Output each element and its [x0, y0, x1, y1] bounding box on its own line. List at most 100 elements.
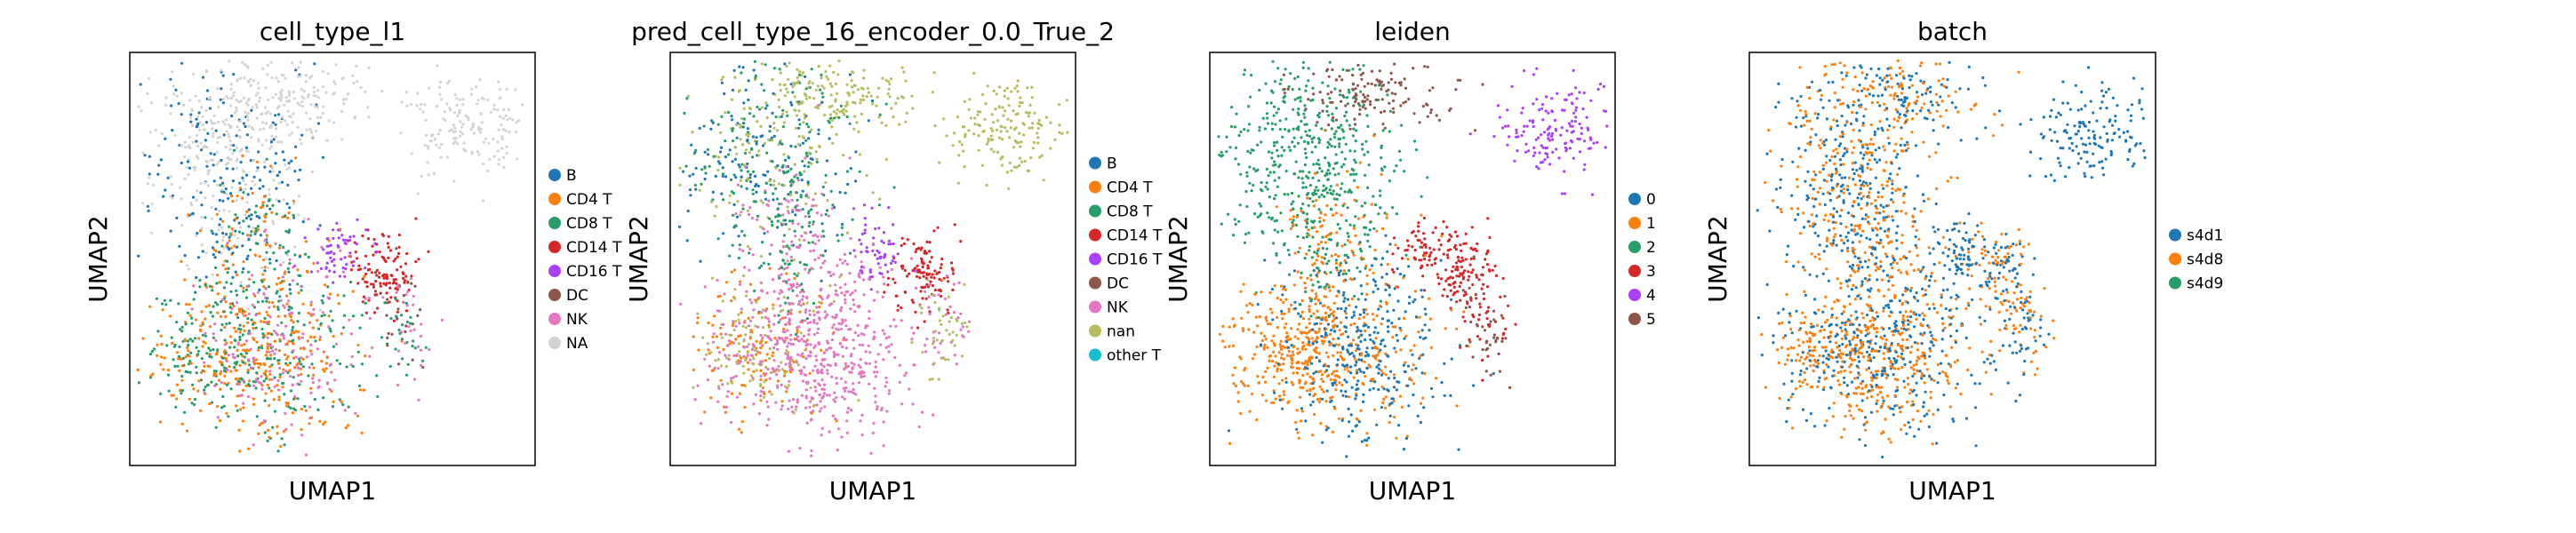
- point: [320, 245, 324, 249]
- point: [876, 353, 880, 356]
- point: [768, 390, 772, 394]
- point: [416, 314, 420, 317]
- point: [1437, 238, 1441, 242]
- point: [1581, 107, 1585, 111]
- point: [294, 145, 298, 148]
- point: [937, 331, 940, 335]
- point: [192, 165, 196, 170]
- point: [368, 316, 372, 320]
- legend-label-cd16-t: CD16 T: [566, 263, 622, 281]
- point: [737, 335, 740, 338]
- point: [1038, 123, 1042, 126]
- point: [1301, 66, 1305, 69]
- point: [1337, 138, 1340, 141]
- point: [1328, 171, 1332, 175]
- point: [774, 215, 778, 219]
- point: [222, 235, 226, 238]
- point: [364, 354, 367, 358]
- point: [196, 349, 200, 353]
- point: [282, 337, 286, 340]
- point: [156, 330, 160, 333]
- point: [933, 269, 937, 273]
- point: [332, 270, 336, 274]
- point: [227, 354, 230, 357]
- point: [820, 368, 824, 372]
- point: [1018, 163, 1021, 167]
- point: [807, 161, 811, 164]
- point: [195, 117, 198, 121]
- point: [738, 322, 741, 325]
- point: [698, 126, 701, 130]
- point: [220, 244, 224, 248]
- point: [1283, 148, 1286, 152]
- point: [230, 114, 234, 118]
- point: [786, 91, 789, 94]
- point: [247, 112, 251, 115]
- point: [952, 282, 956, 286]
- point: [1414, 148, 1418, 152]
- point: [935, 272, 939, 275]
- point: [1374, 98, 1378, 102]
- point: [831, 414, 836, 418]
- point: [1571, 102, 1574, 106]
- point: [232, 73, 236, 76]
- point: [1031, 147, 1035, 150]
- point: [300, 362, 303, 366]
- point: [312, 85, 316, 90]
- point: [428, 139, 432, 143]
- point: [226, 368, 229, 372]
- point: [1474, 293, 1477, 297]
- point: [299, 346, 302, 350]
- point: [364, 254, 368, 258]
- point: [992, 121, 996, 124]
- point: [755, 346, 758, 350]
- point: [1330, 144, 1333, 147]
- point: [1578, 150, 1582, 154]
- point: [349, 281, 353, 284]
- point: [812, 301, 816, 306]
- point: [748, 358, 752, 362]
- point: [216, 136, 220, 139]
- point: [255, 160, 260, 163]
- point: [332, 334, 335, 338]
- point: [1058, 123, 1061, 127]
- point: [1378, 69, 1381, 73]
- point: [1348, 123, 1351, 127]
- point: [808, 268, 812, 272]
- point: [748, 379, 752, 383]
- point: [263, 229, 267, 234]
- point: [361, 234, 364, 238]
- point: [322, 350, 326, 354]
- point: [412, 294, 415, 298]
- point: [266, 332, 269, 336]
- point: [150, 203, 154, 206]
- point: [788, 227, 791, 231]
- point: [1256, 143, 1260, 147]
- point: [410, 277, 413, 281]
- point: [1049, 121, 1052, 124]
- point: [731, 160, 734, 163]
- point: [148, 353, 152, 356]
- point: [189, 362, 193, 365]
- point: [776, 207, 780, 211]
- point: [804, 356, 808, 361]
- point: [802, 136, 806, 139]
- point: [1265, 101, 1268, 105]
- point: [1237, 133, 1241, 138]
- point: [1298, 170, 1302, 173]
- point: [1513, 159, 1516, 163]
- point: [1309, 99, 1313, 102]
- point: [280, 88, 284, 92]
- point: [1463, 290, 1467, 294]
- point: [1378, 82, 1382, 85]
- point: [857, 381, 861, 385]
- point: [741, 203, 745, 207]
- point: [1351, 74, 1355, 77]
- point: [366, 106, 370, 109]
- point: [849, 293, 852, 297]
- point: [946, 308, 949, 312]
- point: [241, 196, 244, 200]
- point: [364, 301, 367, 305]
- point: [815, 403, 819, 407]
- point: [703, 177, 707, 181]
